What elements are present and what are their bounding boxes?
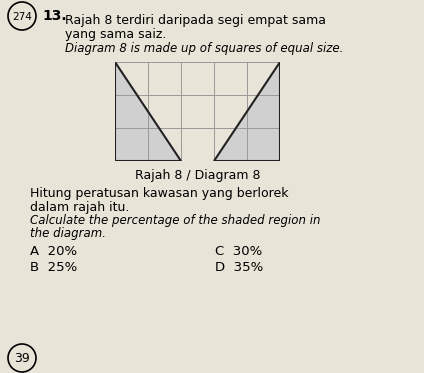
Polygon shape xyxy=(214,62,280,161)
Text: B  25%: B 25% xyxy=(30,261,77,274)
Text: yang sama saiz.: yang sama saiz. xyxy=(65,28,166,41)
Polygon shape xyxy=(115,62,181,161)
Text: 13.: 13. xyxy=(42,9,67,23)
Text: C  30%: C 30% xyxy=(215,245,262,258)
Text: the diagram.: the diagram. xyxy=(30,227,106,240)
Text: Rajah 8 / Diagram 8: Rajah 8 / Diagram 8 xyxy=(135,169,260,182)
Text: Diagram 8 is made up of squares of equal size.: Diagram 8 is made up of squares of equal… xyxy=(65,42,343,55)
Text: Rajah 8 terdiri daripada segi empat sama: Rajah 8 terdiri daripada segi empat sama xyxy=(65,14,326,27)
Text: 39: 39 xyxy=(14,351,30,364)
Text: Hitung peratusan kawasan yang berlorek: Hitung peratusan kawasan yang berlorek xyxy=(30,187,288,200)
Text: dalam rajah itu.: dalam rajah itu. xyxy=(30,201,129,214)
Text: 274: 274 xyxy=(12,12,32,22)
Text: Calculate the percentage of the shaded region in: Calculate the percentage of the shaded r… xyxy=(30,214,321,227)
Text: A  20%: A 20% xyxy=(30,245,77,258)
Text: D  35%: D 35% xyxy=(215,261,263,274)
